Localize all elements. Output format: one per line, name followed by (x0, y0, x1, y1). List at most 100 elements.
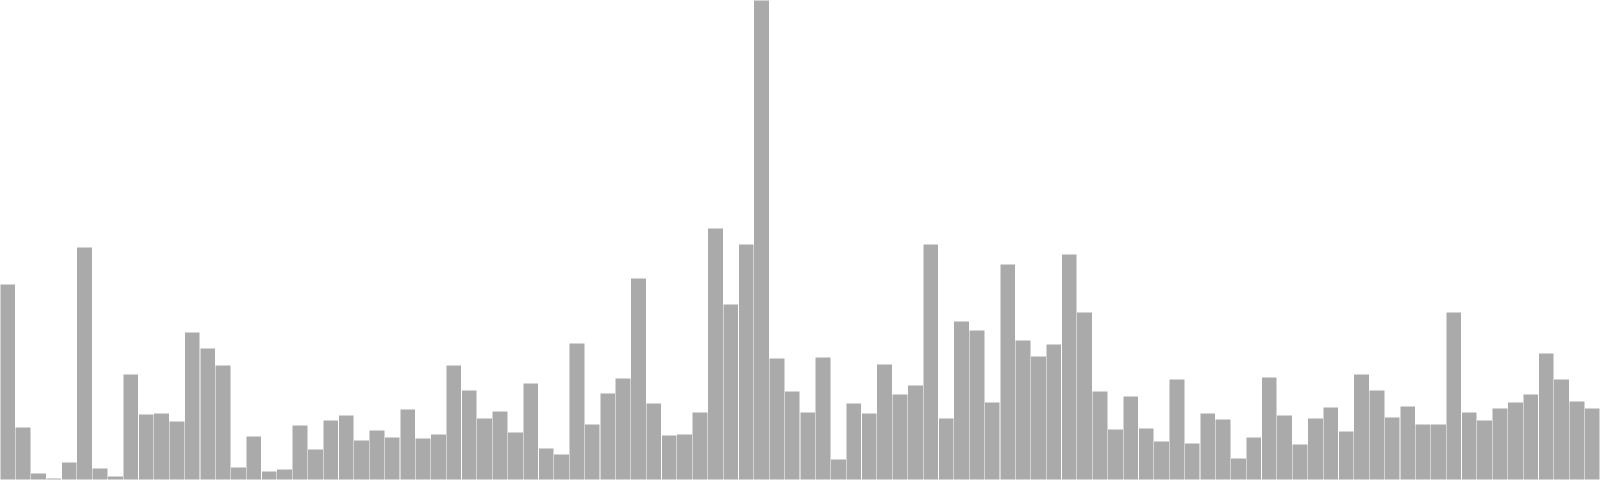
bar-32 (476, 417, 493, 480)
bar-84 (1276, 414, 1293, 480)
bar-7 (92, 467, 108, 480)
bar-47 (707, 227, 724, 480)
bar-104 (1584, 407, 1600, 480)
bar-45 (676, 433, 693, 480)
bar-85 (1292, 443, 1308, 480)
bar-69 (1045, 343, 1062, 480)
bar-8 (107, 475, 124, 480)
bar-102 (1553, 378, 1570, 480)
bar-20 (292, 424, 308, 480)
bar-76 (1153, 440, 1170, 480)
bar-72 (1092, 390, 1108, 480)
bar-17 (245, 435, 262, 480)
bar-55 (830, 458, 847, 480)
bar-95 (1445, 311, 1462, 480)
bar-98 (1492, 407, 1508, 480)
bar-30 (445, 364, 462, 480)
bar-14 (199, 347, 216, 480)
bar-35 (522, 382, 539, 480)
bar-43 (645, 402, 662, 480)
bar-100 (1522, 393, 1539, 480)
bar-15 (215, 364, 232, 480)
bar-25 (368, 429, 385, 480)
bar-16 (230, 466, 247, 480)
bar-73 (1107, 428, 1124, 480)
bar-6 (76, 246, 93, 480)
bar-36 (538, 447, 555, 480)
bar-34 (507, 431, 524, 480)
bar-1 (0, 283, 16, 480)
bar-90 (1368, 389, 1385, 480)
bar-18 (261, 470, 278, 480)
bar-51 (768, 357, 785, 480)
bar-75 (1138, 427, 1155, 480)
bar-81 (1230, 457, 1247, 480)
bar-63 (953, 320, 970, 480)
bar-92 (1399, 405, 1416, 480)
bar-67 (1015, 339, 1032, 480)
bar-96 (1461, 411, 1478, 480)
bar-37 (553, 453, 570, 480)
bar-46 (692, 411, 708, 480)
bar-61 (922, 243, 939, 480)
bar-79 (1199, 412, 1216, 480)
bar-44 (661, 434, 678, 480)
bar-56 (845, 402, 862, 480)
bar-60 (907, 384, 924, 480)
bar-9 (122, 373, 139, 480)
bar-52 (784, 390, 801, 480)
bar-70 (1061, 253, 1078, 480)
bar-62 (938, 417, 955, 480)
bar-42 (630, 277, 647, 480)
bar-83 (1261, 376, 1278, 480)
bar-38 (568, 342, 585, 480)
bar-3 (30, 472, 47, 480)
bar-66 (999, 263, 1016, 480)
bar-27 (399, 408, 416, 480)
bar-78 (1184, 442, 1201, 480)
bar-19 (276, 468, 293, 480)
bar-41 (615, 377, 632, 480)
bar-54 (815, 356, 832, 480)
bar-101 (1538, 352, 1555, 480)
bar-77 (1168, 378, 1185, 480)
bar-28 (415, 437, 432, 480)
bar-71 (1076, 311, 1093, 480)
bar-82 (1245, 436, 1262, 480)
bar-97 (1476, 419, 1493, 480)
bar-21 (307, 448, 324, 480)
bar-58 (876, 363, 893, 480)
bar-29 (430, 433, 447, 480)
bar-65 (984, 401, 1001, 480)
bar-68 (1030, 355, 1047, 480)
bar-26 (384, 436, 401, 480)
bar-13 (184, 331, 201, 480)
bar-40 (599, 392, 616, 480)
bar-59 (892, 393, 908, 480)
bar-11 (153, 412, 170, 480)
bar-48 (722, 303, 739, 480)
bar-88 (1338, 430, 1355, 480)
bar-50 (753, 0, 770, 480)
bar-93 (1415, 423, 1432, 480)
bar-80 (1215, 418, 1232, 480)
bar-23 (338, 414, 355, 480)
bar-91 (1384, 416, 1401, 480)
bar-94 (1430, 423, 1447, 480)
bar-39 (584, 423, 601, 480)
bar-10 (138, 413, 155, 480)
bar-33 (492, 410, 508, 480)
bar-86 (1307, 417, 1324, 480)
bar-64 (968, 329, 985, 480)
bar-87 (1322, 406, 1339, 480)
bar-5 (61, 461, 78, 480)
bar-49 (738, 243, 755, 480)
bar-57 (861, 412, 878, 480)
bar-22 (322, 419, 339, 480)
bar-31 (461, 389, 478, 480)
bar-53 (799, 411, 816, 480)
bar-99 (1507, 401, 1524, 480)
